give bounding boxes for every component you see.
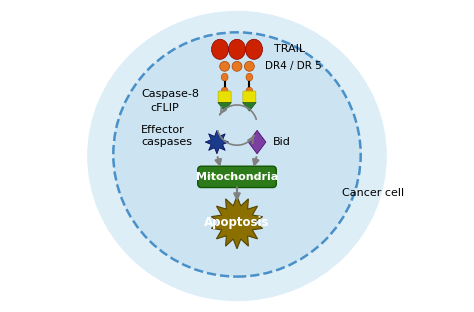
Ellipse shape	[246, 39, 263, 59]
Polygon shape	[218, 103, 231, 111]
FancyBboxPatch shape	[218, 91, 231, 103]
Ellipse shape	[221, 73, 228, 81]
Ellipse shape	[221, 87, 228, 95]
Polygon shape	[211, 196, 263, 249]
Ellipse shape	[89, 12, 385, 300]
Text: DR4 / DR 5: DR4 / DR 5	[265, 61, 321, 71]
Polygon shape	[205, 130, 228, 154]
Ellipse shape	[245, 61, 255, 71]
Text: Mitochondria: Mitochondria	[196, 172, 278, 182]
Text: cFLIP: cFLIP	[150, 103, 179, 113]
FancyBboxPatch shape	[198, 166, 276, 188]
Ellipse shape	[246, 87, 253, 95]
Polygon shape	[248, 130, 266, 154]
Ellipse shape	[219, 61, 229, 71]
Ellipse shape	[232, 61, 242, 71]
Ellipse shape	[113, 32, 361, 277]
Ellipse shape	[246, 73, 253, 81]
Polygon shape	[243, 103, 256, 111]
Ellipse shape	[211, 39, 228, 59]
FancyBboxPatch shape	[243, 91, 256, 103]
Text: Apoptosis: Apoptosis	[204, 216, 270, 229]
Text: TRAIL: TRAIL	[274, 44, 305, 54]
Text: Caspase-8: Caspase-8	[141, 89, 199, 99]
Text: Bid: Bid	[273, 137, 291, 147]
Text: Effector
caspases: Effector caspases	[141, 125, 192, 147]
Ellipse shape	[228, 39, 246, 59]
Text: Cancer cell: Cancer cell	[342, 188, 404, 198]
